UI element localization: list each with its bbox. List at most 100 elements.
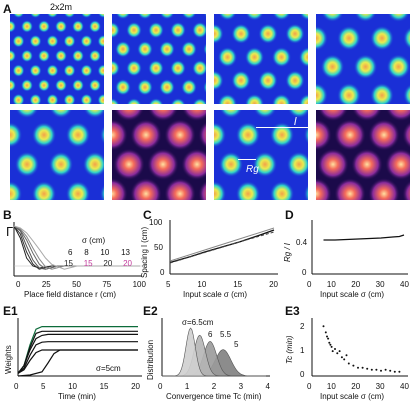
grid-field-tile [112,110,206,200]
data-point [340,356,343,359]
panel-label-c: C [143,208,152,222]
grid-field [147,148,179,181]
grid-field [287,110,308,119]
panel-label-a: A [3,2,12,16]
grid-field [368,118,400,151]
grid-field [65,180,91,200]
x-tick: 25 [41,280,51,289]
annot-l: l [294,116,297,128]
x-tick: 1 [184,382,190,391]
grid-field [126,21,142,39]
grid-field [71,20,85,33]
grid-field [80,14,93,19]
grid-field [214,180,227,200]
data-point [330,345,333,348]
x-tick: 30 [375,280,385,289]
data-point [343,358,346,361]
panel-d-ylabel: Rg / l [283,243,292,262]
panel-d-xticks: 0 10 20 30 40 [307,280,409,289]
data-point [327,337,330,340]
panel-e1-ylabel: Weights [4,345,13,374]
grid-field [252,151,278,178]
grid-field [385,110,410,122]
grid-field [219,110,243,119]
grid-field [272,14,291,21]
data-point [389,369,392,372]
grid-field [126,59,142,77]
grid-field [269,122,295,148]
grid-field [192,21,206,39]
grid-field [181,110,206,122]
panel-b-ylabel: Γ [6,224,14,239]
grid-field [99,184,104,200]
grid-field [112,59,120,77]
grid-field [147,110,179,122]
grid-field [37,49,51,63]
grid-field [402,180,410,200]
grid-field [303,125,308,145]
grid-field [148,59,164,77]
x-tick: 15 [233,280,243,289]
panel-label-b: B [3,208,12,222]
legend-item: 8 [84,248,89,257]
grid-field [14,151,40,178]
grid-field [54,49,68,63]
grid-field [20,20,34,33]
panel-b-legend-row2: 15 15 20 20 [64,259,132,268]
grid-field-tile [214,14,308,104]
x-tick: 0 [158,382,163,391]
grid-field [137,40,153,58]
x-tick: 0 [16,280,21,289]
grid-field [181,14,197,20]
grid-field-tile [10,110,104,200]
grid-field [80,93,93,104]
grid-field [37,78,51,92]
grid-field [351,148,383,181]
grid-field [334,118,366,151]
grid-field [48,151,74,178]
grid-field [115,40,131,58]
panel-label-e2: E2 [143,304,158,318]
y-tick: 0.4 [296,238,308,247]
grid-field [203,42,206,56]
grid-field [10,20,17,33]
panel-e3-ylabel: Tc (min) [285,335,294,364]
grid-field [337,25,361,51]
grid-field [31,122,57,148]
grid-field [54,78,68,92]
grid-field [83,110,104,119]
data-point [334,348,336,350]
x-tick: 20 [351,382,361,391]
grid-field [137,14,153,20]
grid-field [298,46,308,68]
grid-field [387,14,410,23]
grid-field [99,125,104,145]
x-tick: 10 [326,280,336,289]
grid-field [303,184,308,200]
grid-field [337,82,361,104]
x-tick: 5 [166,280,171,289]
grid-field [403,84,410,104]
e2-peak-label: 6 [208,330,213,339]
grid-field [113,148,145,181]
data-point [375,368,378,371]
data-point [331,350,334,353]
data-point [324,331,327,334]
panel-e2-xticks: 0 1 2 3 4 [158,382,270,391]
panel-b-legend-row1: 6 8 10 13 [68,248,130,257]
x-tick: 30 [375,382,385,391]
grid-field [170,59,186,77]
e2-peak-label: σ=6.5cm [182,318,214,327]
grid-field [316,25,328,51]
grid-field [12,93,25,104]
grid-field [20,49,34,63]
x-tick: 50 [72,280,81,289]
grid-field [317,148,349,181]
data-point [322,325,325,328]
grid-field [181,40,197,58]
series-line [169,229,275,264]
grid-field [88,49,102,63]
x-tick: 15 [99,382,109,391]
grid-field [97,64,104,78]
series-line [323,234,405,241]
